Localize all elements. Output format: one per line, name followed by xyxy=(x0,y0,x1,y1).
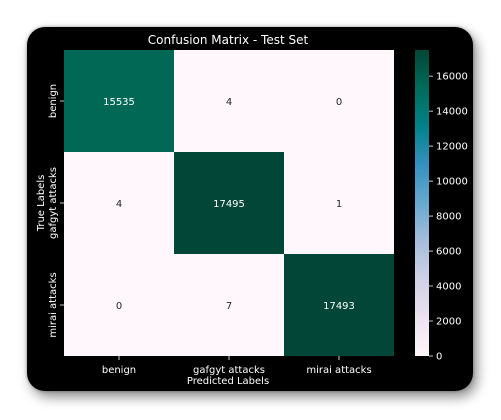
colorbar-tick-label: 0 xyxy=(436,352,442,363)
heatmap-cell xyxy=(64,50,174,152)
cell-value-label: 0 xyxy=(116,301,122,312)
cell-value-label: 15535 xyxy=(103,97,135,108)
cell-value-label: 0 xyxy=(336,97,342,108)
y-axis-ticks: benign gafgyt attacks mirai attacks xyxy=(48,84,64,338)
x-axis-ticks: benign gafgyt attacks mirai attacks xyxy=(102,356,372,376)
x-tick-label: benign xyxy=(102,365,136,376)
heatmap-cell xyxy=(174,50,284,152)
heatmap-cell xyxy=(284,50,394,152)
heatmap-cell xyxy=(64,254,174,356)
colorbar-tick-label: 4000 xyxy=(436,282,461,293)
chart-title: Confusion Matrix - Test Set xyxy=(148,33,309,47)
heatmap-cell-labels: 15535 4 0 4 17495 1 0 7 17493 xyxy=(103,97,355,312)
cell-value-label: 7 xyxy=(226,301,232,312)
y-tick-label: mirai attacks xyxy=(48,272,59,337)
figure-card: Confusion Matrix - Test Set 15535 4 0 4 1749… xyxy=(27,27,473,391)
confusion-matrix-chart: Confusion Matrix - Test Set 15535 4 0 4 1749… xyxy=(36,33,468,387)
heatmap-cells xyxy=(64,50,394,356)
x-tick-label: mirai attacks xyxy=(306,365,371,376)
y-tick-label: benign xyxy=(48,84,59,118)
heatmap-cell xyxy=(174,152,284,254)
cell-value-label: 1 xyxy=(336,199,342,210)
colorbar-tick-label: 2000 xyxy=(436,317,461,328)
cell-value-label: 4 xyxy=(226,97,232,108)
cell-value-label: 17493 xyxy=(323,301,355,312)
colorbar xyxy=(415,50,429,356)
colorbar-tick-label: 14000 xyxy=(436,107,468,118)
x-tick-label: gafgyt attacks xyxy=(193,365,265,376)
y-tick-label: gafgyt attacks xyxy=(48,167,59,239)
colorbar-tick-label: 16000 xyxy=(436,72,468,83)
cell-value-label: 4 xyxy=(116,199,122,210)
heatmap-cell xyxy=(174,254,284,356)
heatmap-cell xyxy=(284,152,394,254)
y-axis-label: True Labels xyxy=(36,175,47,233)
colorbar-tick-label: 10000 xyxy=(436,177,468,188)
cell-value-label: 17495 xyxy=(213,199,245,210)
colorbar-ticks: 0 2000 4000 6000 8000 10000 12000 14000 16000 xyxy=(429,72,468,363)
colorbar-tick-label: 8000 xyxy=(436,212,461,223)
x-axis-label: Predicted Labels xyxy=(187,376,269,387)
colorbar-tick-label: 12000 xyxy=(436,142,468,153)
heatmap-cell xyxy=(284,254,394,356)
heatmap-cell xyxy=(64,152,174,254)
colorbar-tick-label: 6000 xyxy=(436,247,461,258)
